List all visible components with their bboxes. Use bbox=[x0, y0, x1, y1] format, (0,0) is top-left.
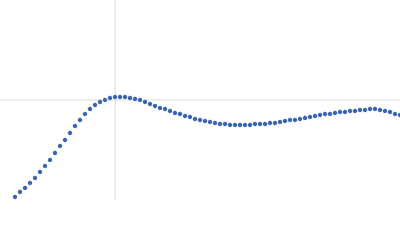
data-point bbox=[12, 194, 18, 200]
data-point bbox=[187, 114, 193, 120]
data-point bbox=[317, 112, 323, 118]
data-point bbox=[372, 106, 378, 112]
data-point bbox=[212, 120, 218, 126]
data-point bbox=[172, 110, 178, 116]
data-point bbox=[312, 113, 318, 119]
data-point bbox=[307, 114, 313, 120]
data-point bbox=[217, 121, 223, 127]
data-point bbox=[147, 101, 153, 107]
data-point bbox=[322, 111, 328, 117]
data-point bbox=[332, 110, 338, 116]
data-point bbox=[22, 185, 28, 191]
data-point bbox=[32, 175, 38, 181]
data-point bbox=[257, 121, 263, 127]
chart bbox=[0, 0, 400, 200]
data-point bbox=[387, 109, 393, 115]
data-point bbox=[207, 119, 213, 125]
data-point bbox=[367, 106, 373, 112]
data-point bbox=[397, 112, 400, 118]
data-point bbox=[62, 137, 68, 143]
data-point bbox=[357, 107, 363, 113]
data-point bbox=[282, 118, 288, 124]
data-point bbox=[157, 105, 163, 111]
data-point bbox=[142, 99, 148, 105]
data-point bbox=[127, 95, 133, 101]
data-point bbox=[297, 116, 303, 122]
data-point bbox=[102, 97, 108, 103]
data-point bbox=[67, 130, 73, 136]
data-point bbox=[42, 163, 48, 169]
data-point bbox=[57, 143, 63, 149]
data-point bbox=[182, 113, 188, 119]
data-point bbox=[112, 94, 118, 100]
data-point bbox=[362, 107, 368, 113]
data-point bbox=[302, 115, 308, 121]
data-point bbox=[52, 150, 58, 156]
data-point bbox=[382, 108, 388, 114]
data-point bbox=[37, 169, 43, 175]
data-point bbox=[227, 122, 233, 128]
data-point bbox=[132, 96, 138, 102]
data-point bbox=[267, 120, 273, 126]
data-point bbox=[107, 95, 113, 101]
data-point bbox=[97, 99, 103, 105]
data-point bbox=[347, 108, 353, 114]
data-point bbox=[197, 117, 203, 123]
data-point bbox=[92, 102, 98, 108]
data-point bbox=[47, 157, 53, 163]
data-point bbox=[392, 111, 398, 117]
data-point bbox=[77, 117, 83, 123]
data-point bbox=[327, 111, 333, 117]
data-point bbox=[352, 108, 358, 114]
data-point bbox=[122, 94, 128, 100]
data-point bbox=[287, 117, 293, 123]
data-point bbox=[87, 106, 93, 112]
data-point bbox=[222, 121, 228, 127]
data-point bbox=[277, 119, 283, 125]
data-point bbox=[337, 109, 343, 115]
data-point bbox=[167, 108, 173, 114]
data-point bbox=[272, 120, 278, 126]
data-point bbox=[202, 118, 208, 124]
data-point bbox=[247, 122, 253, 128]
data-point bbox=[72, 123, 78, 129]
data-point bbox=[117, 94, 123, 100]
data-point bbox=[252, 121, 258, 127]
data-point bbox=[27, 180, 33, 186]
data-point bbox=[237, 122, 243, 128]
data-point bbox=[342, 109, 348, 115]
data-point bbox=[162, 106, 168, 112]
data-point bbox=[17, 189, 23, 195]
data-point bbox=[262, 121, 268, 127]
data-point bbox=[377, 107, 383, 113]
data-point bbox=[242, 122, 248, 128]
data-point bbox=[152, 103, 158, 109]
data-point bbox=[177, 111, 183, 117]
data-point bbox=[137, 97, 143, 103]
data-point bbox=[82, 111, 88, 117]
data-point bbox=[232, 122, 238, 128]
data-point bbox=[192, 116, 198, 122]
data-point bbox=[292, 117, 298, 123]
